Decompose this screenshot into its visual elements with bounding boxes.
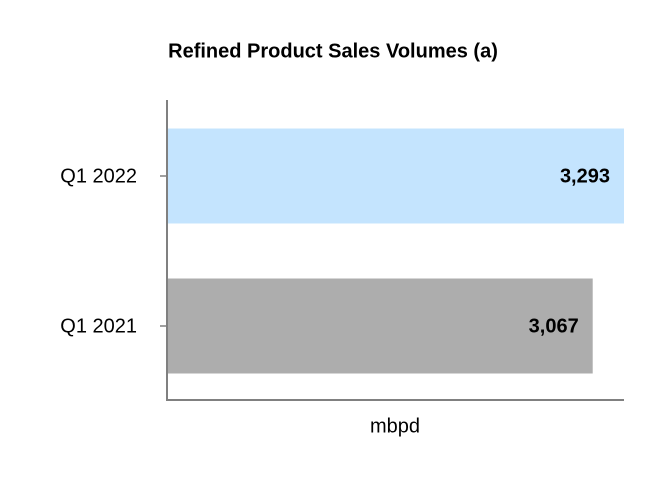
value-label: 3,293 [560, 165, 610, 187]
chart-title: Refined Product Sales Volumes (a) [168, 40, 498, 62]
value-label: 3,067 [529, 315, 579, 337]
y-tick-label: Q1 2021 [60, 315, 137, 337]
y-tick-label: Q1 2022 [60, 165, 137, 187]
x-axis-label: mbpd [370, 415, 420, 437]
bar [168, 278, 593, 374]
bar [168, 128, 624, 224]
